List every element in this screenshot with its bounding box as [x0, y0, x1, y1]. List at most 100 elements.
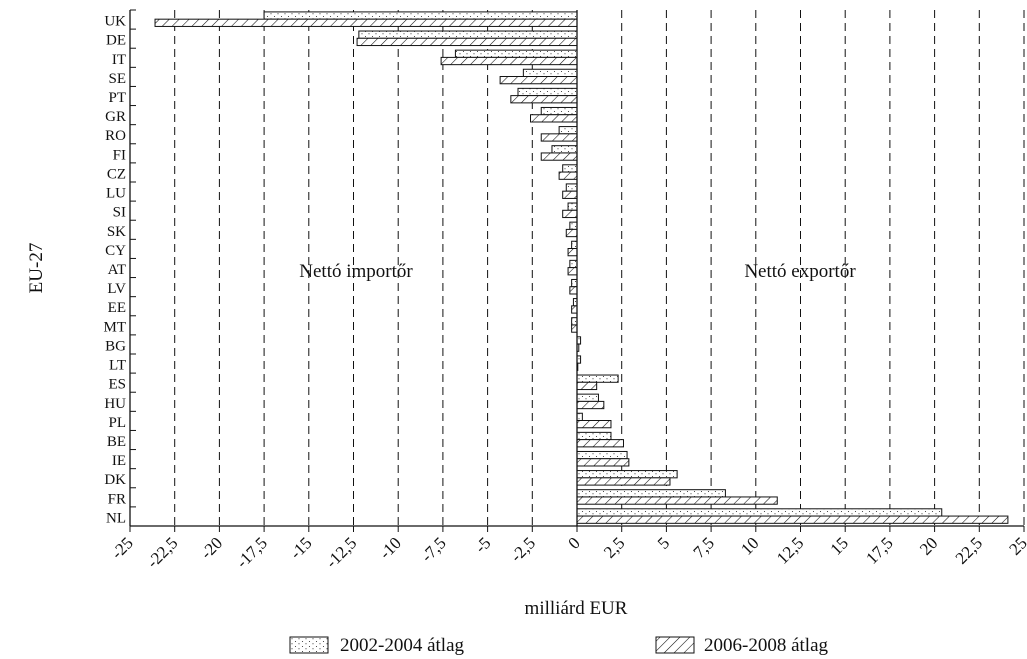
bar-sk-series-1 — [569, 221, 578, 230]
x-tick-label: 12,5 — [773, 533, 807, 567]
bar-ie-series-2 — [576, 458, 630, 467]
bar-mt-series-2 — [571, 324, 578, 333]
bar-si-series-1 — [567, 202, 578, 211]
bar-cz-series-1 — [562, 164, 578, 173]
y-tick-label: SK — [107, 224, 126, 240]
y-tick-label: GR — [105, 109, 126, 125]
bar-uk-series-2 — [154, 18, 578, 27]
y-tick-label: UK — [104, 14, 126, 30]
x-tick-label: 2,5 — [600, 533, 628, 561]
bar-mt-series-1 — [571, 317, 578, 326]
y-tick-label: ES — [108, 377, 126, 393]
bar-se-series-1 — [522, 68, 578, 78]
bar-es-series-1 — [576, 374, 619, 383]
bar-de-series-1 — [358, 30, 578, 39]
bar-ro-series-2 — [540, 133, 578, 142]
bar-gr-series-2 — [530, 114, 578, 123]
legend-swatch-dots — [289, 636, 329, 654]
bar-lu-series-1 — [565, 183, 578, 192]
bar-nl-series-1 — [576, 508, 943, 517]
bar-lv-series-2 — [569, 286, 578, 295]
y-tick-label: RO — [105, 128, 126, 144]
bar-hu-series-1 — [576, 393, 599, 402]
bar-de-series-2 — [356, 37, 578, 47]
legend: 2002-2004 átlag 2006-2008 átlag — [289, 635, 829, 656]
x-tick-label: -12,5 — [322, 533, 360, 571]
y-tick-label: BE — [107, 434, 126, 450]
y-tick-label: NL — [106, 510, 126, 526]
x-axis-title: milliárd EUR — [525, 598, 628, 619]
bar-es-series-2 — [576, 381, 598, 391]
y-tick-label: CY — [105, 243, 126, 259]
bar-lv-series-1 — [571, 278, 578, 288]
y-tick-label: PL — [108, 415, 126, 431]
bar-gr-series-1 — [540, 106, 578, 116]
bar-ro-series-1 — [558, 126, 578, 135]
x-tick-label: -15 — [286, 533, 315, 562]
legend-label-hatch: 2006-2008 átlag — [704, 635, 829, 656]
x-tick-label: -10 — [376, 533, 405, 562]
bar-fr-series-2 — [576, 496, 778, 505]
bar-pl-series-1 — [576, 412, 583, 422]
bar-nl-series-2 — [576, 515, 1009, 524]
bar-si-series-2 — [562, 209, 578, 219]
bar-dk-series-2 — [576, 477, 671, 486]
y-tick-label: SI — [113, 205, 126, 221]
bar-fi-series-2 — [540, 152, 578, 161]
x-tick-label: 10 — [737, 533, 762, 558]
legend-swatch-hatch — [655, 636, 695, 654]
y-tick-label: LV — [107, 281, 126, 297]
bar-cy-series-1 — [571, 240, 578, 250]
x-tick-label: -20 — [197, 533, 226, 562]
x-tick-label: 15 — [827, 533, 852, 558]
bar-dk-series-1 — [576, 470, 678, 479]
y-tick-label: DE — [106, 33, 126, 49]
y-tick-label: PT — [108, 90, 126, 106]
y-tick-label: FI — [113, 147, 126, 163]
y-tick-label: LU — [106, 186, 126, 202]
y-tick-label: MT — [104, 319, 127, 335]
bar-pt-series-1 — [517, 87, 578, 97]
bar-cz-series-2 — [558, 171, 578, 180]
x-tick-label: -5 — [471, 533, 494, 556]
bar-at-series-1 — [569, 259, 578, 269]
bar-fr-series-1 — [576, 489, 726, 498]
bar-ie-series-1 — [576, 450, 628, 460]
y-tick-label: HU — [104, 396, 126, 412]
y-tick-label: IE — [112, 453, 126, 469]
bar-be-series-1 — [576, 431, 612, 441]
y-tick-label: DK — [104, 472, 126, 488]
x-tick-label: 7,5 — [689, 533, 717, 561]
bar-it-series-2 — [440, 56, 578, 66]
bar-fi-series-1 — [551, 145, 578, 154]
y-tick-label: CZ — [107, 166, 126, 182]
bar-lu-series-2 — [562, 190, 578, 199]
bar-it-series-1 — [454, 49, 578, 58]
grid-lines — [129, 10, 1025, 526]
bar-pl-series-2 — [576, 420, 612, 429]
annotation-import: Nettó importőr — [299, 261, 413, 282]
annotation-export: Nettó exportőr — [744, 261, 856, 282]
bar-cy-series-2 — [567, 248, 578, 257]
x-tick-label: 17,5 — [862, 533, 896, 567]
x-tick-label: -17,5 — [232, 533, 270, 571]
bar-pt-series-2 — [510, 95, 578, 104]
bar-ee-series-2 — [571, 305, 578, 314]
y-tick-label: FR — [108, 491, 126, 507]
y-tick-label: EE — [108, 300, 126, 316]
bar-at-series-2 — [567, 267, 578, 276]
y-tick-label: SE — [108, 71, 126, 87]
x-tick-label: 5 — [654, 533, 673, 552]
y-tick-label: AT — [108, 262, 126, 278]
x-tick-label: -25 — [107, 533, 136, 562]
bars — [154, 11, 1009, 524]
bar-hu-series-2 — [576, 400, 605, 410]
y-tick-label: IT — [112, 52, 126, 68]
x-tick-label: -22,5 — [143, 533, 181, 571]
y-axis-title: EU-27 — [26, 243, 47, 294]
x-tick-label: 0 — [564, 533, 583, 552]
bar-uk-series-1 — [263, 11, 578, 20]
legend-label-dots: 2002-2004 átlag — [340, 635, 465, 656]
bar-be-series-2 — [576, 439, 624, 448]
